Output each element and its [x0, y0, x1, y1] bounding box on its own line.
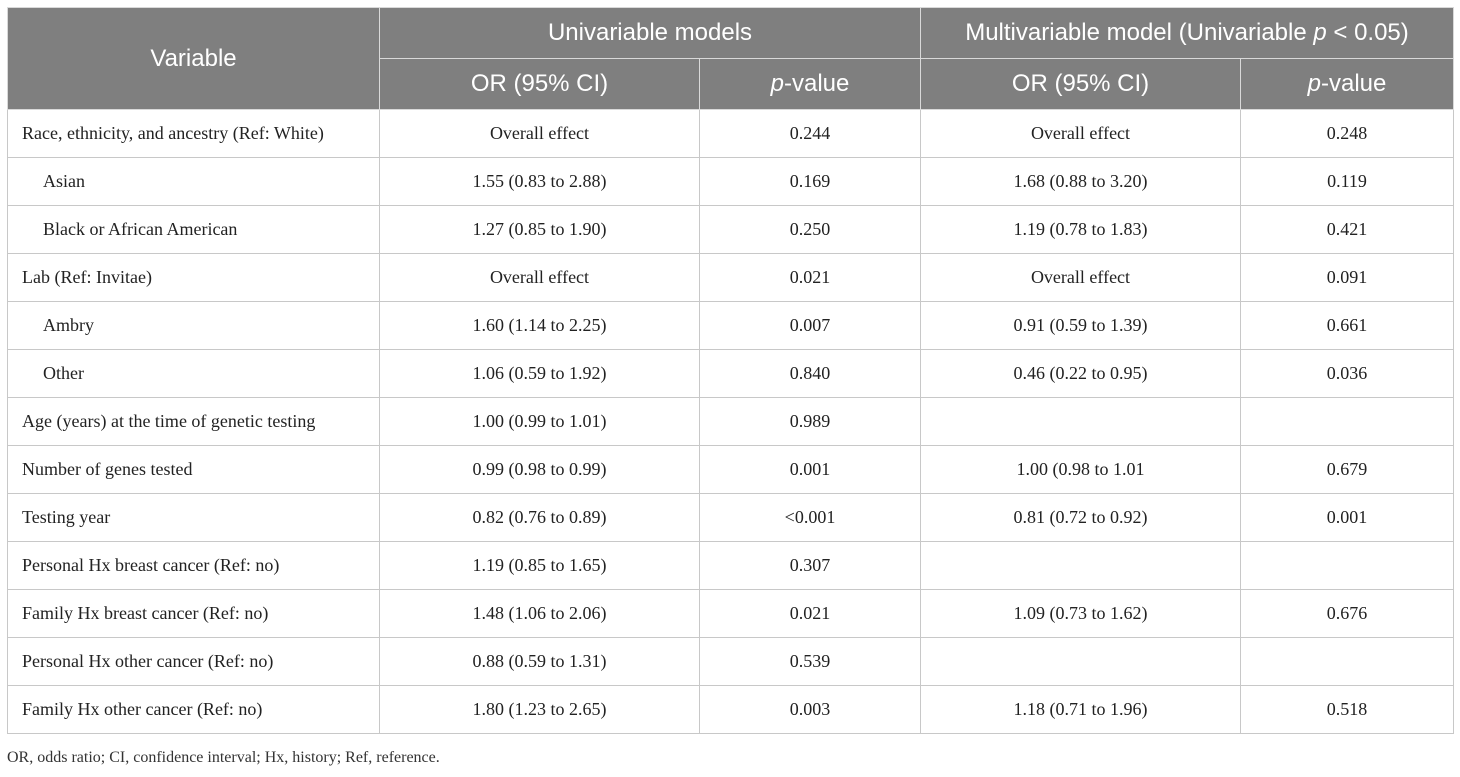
regression-results-table: Variable Univariable models Multivariabl… [7, 7, 1454, 734]
cell-variable: Lab (Ref: Invitae) [7, 253, 380, 302]
cell-univariable-p: 0.007 [699, 301, 921, 350]
cell-variable: Ambry [7, 301, 380, 350]
cell-univariable-or: Overall effect [379, 253, 700, 302]
table-row: Testing year 0.82 (0.76 to 0.89) <0.001 0.8… [7, 493, 1454, 542]
header-multivariable-p: p [1313, 19, 1327, 46]
table-row: Lab (Ref: Invitae) Overall effect 0.021 Ove… [7, 253, 1454, 302]
table-row: Asian 1.55 (0.83 to 2.88) 0.169 1.68 (0.88 … [7, 157, 1454, 206]
cell-variable: Testing year [7, 493, 380, 542]
header-multivariable: Multivariable model (Univariable p < 0.0… [920, 7, 1454, 59]
cell-multivariable-or [920, 397, 1241, 446]
cell-variable: Personal Hx breast cancer (Ref: no) [7, 541, 380, 590]
cell-multivariable-or [920, 637, 1241, 686]
cell-multivariable-p: 0.001 [1240, 493, 1454, 542]
cell-univariable-p: 0.003 [699, 685, 921, 734]
table-body: Race, ethnicity, and ancestry (Ref: Whit… [7, 109, 1454, 734]
cell-multivariable-or: 0.91 (0.59 to 1.39) [920, 301, 1241, 350]
cell-variable: Family Hx breast cancer (Ref: no) [7, 589, 380, 638]
header-multivariable-suffix: < 0.05) [1326, 19, 1409, 46]
cell-multivariable-or: 1.19 (0.78 to 1.83) [920, 205, 1241, 254]
cell-multivariable-p: 0.091 [1240, 253, 1454, 302]
cell-univariable-or: 1.55 (0.83 to 2.88) [379, 157, 700, 206]
cell-multivariable-p: 0.518 [1240, 685, 1454, 734]
cell-univariable-p: 0.250 [699, 205, 921, 254]
table-row: Ambry 1.60 (1.14 to 2.25) 0.007 0.91 (0.59 … [7, 301, 1454, 350]
cell-multivariable-or: 1.18 (0.71 to 1.96) [920, 685, 1241, 734]
cell-multivariable-or: 1.00 (0.98 to 1.01 [920, 445, 1241, 494]
cell-univariable-p: 0.021 [699, 589, 921, 638]
cell-variable: Number of genes tested [7, 445, 380, 494]
cell-multivariable-or: 1.68 (0.88 to 3.20) [920, 157, 1241, 206]
cell-multivariable-or: Overall effect [920, 253, 1241, 302]
cell-univariable-or: 1.80 (1.23 to 2.65) [379, 685, 700, 734]
table-row: Personal Hx breast cancer (Ref: no) 1.19 … [7, 541, 1454, 590]
header-multi-p-italic: p [1307, 70, 1321, 97]
cell-variable: Age (years) at the time of genetic testi… [7, 397, 380, 446]
cell-multivariable-p: 0.679 [1240, 445, 1454, 494]
cell-multivariable-p [1240, 541, 1454, 590]
cell-multivariable-p: 0.119 [1240, 157, 1454, 206]
cell-variable: Family Hx other cancer (Ref: no) [7, 685, 380, 734]
cell-variable: Personal Hx other cancer (Ref: no) [7, 637, 380, 686]
results-table-container: Variable Univariable models Multivariabl… [7, 7, 1454, 734]
cell-univariable-p: 0.539 [699, 637, 921, 686]
header-uni-p-italic: p [770, 70, 784, 97]
table-row: Other 1.06 (0.59 to 1.92) 0.840 0.46 (0.22 … [7, 349, 1454, 398]
cell-univariable-or: 0.99 (0.98 to 0.99) [379, 445, 700, 494]
header-multi-or: OR (95% CI) [920, 58, 1241, 110]
cell-univariable-or: 1.19 (0.85 to 1.65) [379, 541, 700, 590]
header-uni-or: OR (95% CI) [379, 58, 700, 110]
header-multivariable-prefix: Multivariable model (Univariable [965, 19, 1314, 46]
table-footnote: OR, odds ratio; CI, confidence interval;… [7, 749, 440, 766]
cell-multivariable-or: Overall effect [920, 109, 1241, 158]
cell-univariable-p: 0.169 [699, 157, 921, 206]
cell-multivariable-or [920, 541, 1241, 590]
table-row: Family Hx other cancer (Ref: no) 1.80 (1.… [7, 685, 1454, 734]
table-header: Variable Univariable models Multivariabl… [7, 7, 1454, 110]
cell-univariable-or: Overall effect [379, 109, 700, 158]
cell-multivariable-p: 0.248 [1240, 109, 1454, 158]
header-uni-p-suffix: -value [783, 70, 850, 97]
table-row: Family Hx breast cancer (Ref: no) 1.48 (1… [7, 589, 1454, 638]
cell-multivariable-p: 0.421 [1240, 205, 1454, 254]
cell-multivariable-or: 0.46 (0.22 to 0.95) [920, 349, 1241, 398]
cell-univariable-or: 1.48 (1.06 to 2.06) [379, 589, 700, 638]
table-row: Black or African American 1.27 (0.85 to 1… [7, 205, 1454, 254]
cell-univariable-or: 1.06 (0.59 to 1.92) [379, 349, 700, 398]
cell-univariable-p: 0.307 [699, 541, 921, 590]
cell-multivariable-or: 0.81 (0.72 to 0.92) [920, 493, 1241, 542]
cell-multivariable-p: 0.036 [1240, 349, 1454, 398]
cell-multivariable-p [1240, 637, 1454, 686]
table-row: Race, ethnicity, and ancestry (Ref: Whit… [7, 109, 1454, 158]
cell-univariable-or: 0.88 (0.59 to 1.31) [379, 637, 700, 686]
table-row: Age (years) at the time of genetic testi… [7, 397, 1454, 446]
cell-univariable-p: <0.001 [699, 493, 921, 542]
cell-multivariable-p: 0.676 [1240, 589, 1454, 638]
header-multi-p-suffix: -value [1320, 70, 1387, 97]
table-row: Personal Hx other cancer (Ref: no) 0.88 (… [7, 637, 1454, 686]
cell-univariable-p: 0.840 [699, 349, 921, 398]
cell-variable: Race, ethnicity, and ancestry (Ref: Whit… [7, 109, 380, 158]
cell-univariable-or: 1.27 (0.85 to 1.90) [379, 205, 700, 254]
header-uni-p: p-value [699, 58, 921, 110]
header-multi-p: p-value [1240, 58, 1454, 110]
cell-univariable-or: 1.60 (1.14 to 2.25) [379, 301, 700, 350]
header-univariable: Univariable models [379, 7, 921, 59]
cell-univariable-or: 0.82 (0.76 to 0.89) [379, 493, 700, 542]
table-row: Number of genes tested 0.99 (0.98 to 0.99… [7, 445, 1454, 494]
cell-multivariable-p: 0.661 [1240, 301, 1454, 350]
cell-multivariable-or: 1.09 (0.73 to 1.62) [920, 589, 1241, 638]
header-variable: Variable [7, 7, 380, 110]
cell-multivariable-p [1240, 397, 1454, 446]
cell-variable: Black or African American [7, 205, 380, 254]
cell-univariable-p: 0.244 [699, 109, 921, 158]
cell-univariable-p: 0.001 [699, 445, 921, 494]
cell-variable: Asian [7, 157, 380, 206]
cell-univariable-p: 0.989 [699, 397, 921, 446]
cell-variable: Other [7, 349, 380, 398]
cell-univariable-p: 0.021 [699, 253, 921, 302]
cell-univariable-or: 1.00 (0.99 to 1.01) [379, 397, 700, 446]
